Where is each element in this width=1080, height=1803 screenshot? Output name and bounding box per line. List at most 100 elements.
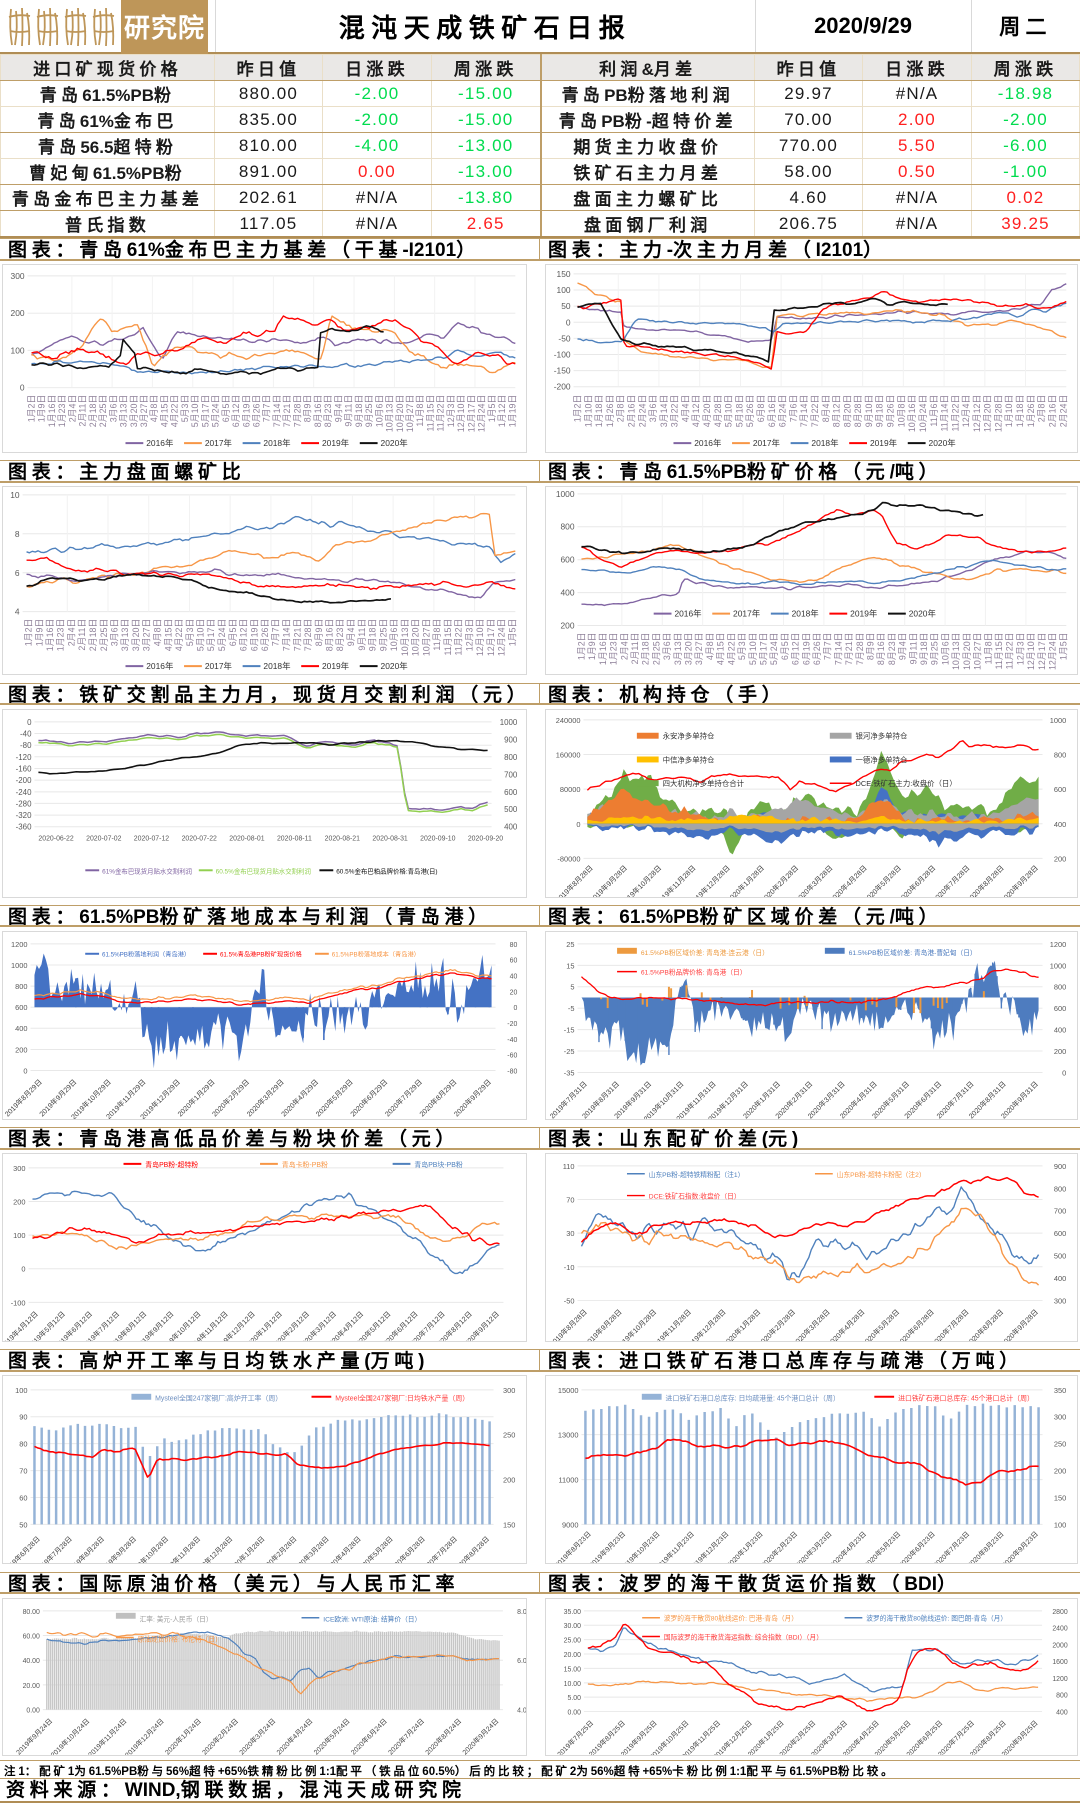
- svg-text:5月26日: 5月26日: [745, 395, 755, 428]
- svg-text:4月28日: 4月28日: [713, 395, 723, 428]
- svg-text:3月6日: 3月6日: [648, 395, 658, 423]
- svg-text:9月11日: 9月11日: [344, 395, 354, 427]
- svg-text:波罗的海干散货80航线运价: 巴港-青岛（月）: 波罗的海干散货80航线运价: 巴港-青岛（月）: [664, 1614, 798, 1623]
- svg-text:1000: 1000: [1050, 715, 1066, 724]
- svg-text:200: 200: [1054, 854, 1066, 863]
- svg-text:2020-07-02: 2020-07-02: [86, 835, 121, 842]
- svg-text:0: 0: [23, 1066, 27, 1075]
- svg-text:2020年7月28日: 2020年7月28日: [419, 1535, 459, 1565]
- svg-text:7月14日: 7月14日: [282, 619, 292, 652]
- svg-text:100: 100: [1054, 1521, 1066, 1530]
- svg-text:一德净多单持仓: 一德净多单持仓: [856, 754, 908, 764]
- svg-text:6月8日: 6月8日: [756, 395, 766, 423]
- svg-text:0: 0: [513, 1005, 517, 1012]
- svg-text:9000: 9000: [562, 1521, 578, 1530]
- svg-text:-200: -200: [554, 382, 571, 392]
- svg-text:-160: -160: [16, 764, 32, 773]
- svg-text:800: 800: [561, 522, 575, 532]
- svg-text:3月13日: 3月13日: [673, 633, 683, 666]
- svg-text:2月25日: 2月25日: [651, 633, 661, 666]
- svg-text:6月12日: 6月12日: [238, 619, 248, 652]
- svg-text:600: 600: [1054, 785, 1066, 794]
- svg-text:1月2日: 1月2日: [26, 395, 36, 423]
- svg-text:12月20日: 12月20日: [983, 395, 993, 433]
- svg-text:7月21日: 7月21日: [844, 633, 854, 666]
- svg-text:3月22日: 3月22日: [670, 395, 680, 428]
- svg-text:600: 600: [561, 555, 575, 565]
- svg-text:11000: 11000: [558, 1476, 578, 1485]
- svg-text:15.00: 15.00: [564, 1666, 581, 1673]
- svg-text:4月8日: 4月8日: [153, 619, 163, 647]
- svg-text:2019年7月25日: 2019年7月25日: [555, 1718, 595, 1756]
- svg-text:6月26日: 6月26日: [252, 395, 262, 428]
- svg-text:2019年: 2019年: [322, 438, 350, 448]
- svg-text:2月25日: 2月25日: [99, 619, 109, 652]
- svg-text:原油现货价格: 布伦特（日）: 原油现货价格: 布伦特（日）: [138, 1634, 222, 1643]
- svg-text:1月16日: 1月16日: [45, 619, 55, 652]
- svg-text:4月15日: 4月15日: [163, 619, 173, 652]
- svg-text:2020年3月28日: 2020年3月28日: [791, 1308, 832, 1343]
- svg-text:2020年1月23日: 2020年1月23日: [725, 1530, 765, 1565]
- svg-text:2020年9月24日: 2020年9月24日: [460, 1716, 500, 1756]
- svg-text:60.00: 60.00: [23, 1633, 40, 1640]
- svg-text:2016年: 2016年: [694, 438, 722, 448]
- svg-text:61.5%PB粉品牌价格: 青岛港（日）: 61.5%PB粉品牌价格: 青岛港（日）: [641, 967, 747, 976]
- svg-text:200: 200: [1054, 1047, 1066, 1056]
- svg-text:Mysteel全国247家钢厂:日均铁水产量（周）: Mysteel全国247家钢厂:日均铁水产量（周）: [335, 1394, 469, 1403]
- svg-text:-150: -150: [554, 366, 571, 376]
- svg-text:5月17日: 5月17日: [200, 395, 210, 428]
- svg-text:11月22日: 11月22日: [1005, 633, 1015, 670]
- svg-text:0: 0: [576, 819, 580, 828]
- svg-text:7月7日: 7月7日: [823, 633, 833, 661]
- svg-text:2020年6月28日: 2020年6月28日: [896, 863, 937, 898]
- svg-text:-35: -35: [564, 1068, 575, 1077]
- svg-text:1200: 1200: [1050, 940, 1066, 949]
- svg-text:2020年5月23日: 2020年5月23日: [862, 1530, 902, 1565]
- svg-text:2月4日: 2月4日: [619, 633, 629, 661]
- svg-text:2月18日: 2月18日: [88, 395, 98, 428]
- svg-text:2020年9月28日: 2020年9月28日: [999, 863, 1040, 898]
- svg-text:2月11日: 2月11日: [78, 395, 88, 427]
- svg-text:DCE:铁矿石指数:收盘价（日）: DCE:铁矿石指数:收盘价（日）: [649, 1192, 741, 1201]
- svg-text:2020年3月28日: 2020年3月28日: [793, 863, 834, 898]
- svg-text:8月9日: 8月9日: [866, 633, 876, 661]
- svg-text:进口铁矿石港口总库存: 45个港口总计（周）: 进口铁矿石港口总库存: 45个港口总计（周）: [898, 1394, 1034, 1403]
- svg-text:0: 0: [21, 1265, 25, 1274]
- svg-text:-120: -120: [16, 752, 32, 761]
- svg-text:2019年: 2019年: [850, 609, 878, 619]
- svg-text:8月23日: 8月23日: [323, 395, 333, 428]
- svg-text:8月20日: 8月20日: [842, 395, 852, 428]
- svg-text:2月4日: 2月4日: [67, 395, 77, 423]
- svg-text:8.00: 8.00: [517, 1609, 527, 1616]
- svg-text:2月4日: 2月4日: [67, 619, 77, 647]
- svg-text:160000: 160000: [556, 750, 581, 759]
- svg-text:2020年2月23日: 2020年2月23日: [759, 1530, 799, 1565]
- svg-text:4月15日: 4月15日: [159, 395, 169, 428]
- svg-text:300: 300: [13, 1164, 25, 1173]
- svg-text:5月10日: 5月10日: [190, 395, 200, 428]
- svg-text:5: 5: [570, 983, 574, 992]
- svg-text:1月2日: 1月2日: [572, 395, 582, 423]
- svg-text:1月9日: 1月9日: [34, 619, 44, 647]
- svg-text:6月24日: 6月24日: [778, 395, 788, 428]
- svg-text:900: 900: [1054, 1162, 1066, 1171]
- svg-text:-10: -10: [564, 1263, 575, 1272]
- svg-text:7月28日: 7月28日: [855, 633, 865, 666]
- svg-text:2020年4月28日: 2020年4月28日: [825, 1308, 866, 1343]
- svg-text:3月13日: 3月13日: [120, 619, 130, 652]
- svg-text:150: 150: [1054, 1494, 1066, 1503]
- svg-text:300: 300: [503, 1386, 515, 1395]
- svg-text:10月13日: 10月13日: [400, 619, 410, 657]
- svg-text:-60: -60: [507, 1053, 517, 1060]
- svg-text:2019年9月28日: 2019年9月28日: [588, 863, 629, 898]
- svg-text:9月10日: 9月10日: [864, 395, 874, 428]
- svg-text:2月16日: 2月16日: [626, 395, 636, 428]
- svg-text:2018年: 2018年: [811, 438, 839, 448]
- svg-text:61.5%PB粉落地利润（青岛港）: 61.5%PB粉落地利润（青岛港）: [102, 951, 190, 959]
- svg-text:2019年9月28日: 2019年9月28日: [583, 1308, 624, 1343]
- svg-text:2017年: 2017年: [753, 438, 781, 448]
- svg-text:6月19日: 6月19日: [801, 633, 811, 666]
- svg-text:1月2日: 1月2日: [576, 633, 586, 661]
- svg-text:80: 80: [19, 1440, 27, 1449]
- svg-text:12月24日: 12月24日: [497, 619, 507, 657]
